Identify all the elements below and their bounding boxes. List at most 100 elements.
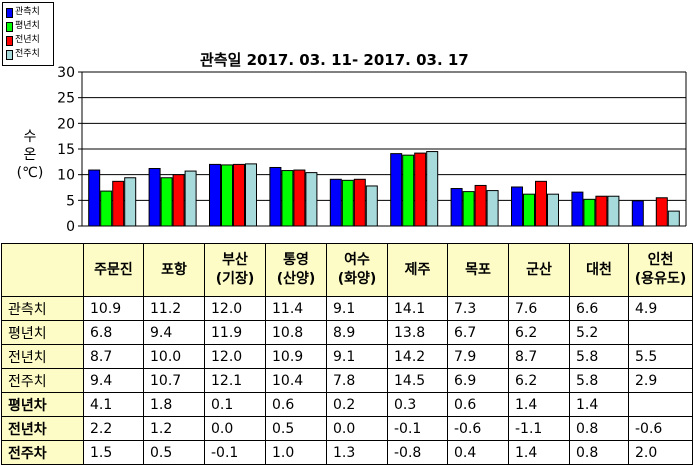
bar <box>607 195 620 227</box>
bar <box>172 174 185 227</box>
y-tick-label: 0 <box>66 219 75 235</box>
table-cell: 0.8 <box>569 440 629 465</box>
column-header: 목포 <box>447 243 509 297</box>
bar <box>281 170 294 227</box>
table-cell: 14.2 <box>387 344 448 369</box>
bar <box>124 177 137 227</box>
bar <box>365 185 378 227</box>
table-cell: 1.3 <box>326 440 388 465</box>
y-tick-label: 30 <box>57 65 75 81</box>
table-cell: 1.2 <box>143 416 205 441</box>
table-row: 전주차 1.5 0.5 -0.1 1.0 1.3 -0.8 0.4 1.4 0.8 2.0 <box>1 440 693 465</box>
table-cell: 7.3 <box>447 296 509 321</box>
table-cell: 0.6 <box>447 392 509 417</box>
bar <box>88 169 101 227</box>
table-cell: 8.9 <box>326 320 388 345</box>
bar <box>523 193 535 227</box>
table-cell: 10.4 <box>265 368 327 393</box>
table-cell: -1.1 <box>508 416 570 441</box>
bar <box>209 163 221 227</box>
bar <box>293 169 306 227</box>
table-cell: 5.2 <box>569 320 629 345</box>
bar <box>160 177 173 227</box>
table-cell: 0.0 <box>204 416 266 441</box>
table-cell: 9.1 <box>326 296 388 321</box>
legend-swatch <box>6 35 13 46</box>
table-cell: 0.0 <box>326 416 388 441</box>
bar <box>474 184 487 227</box>
table-cell: 6.8 <box>83 320 144 345</box>
column-header: 주문진 <box>83 243 144 297</box>
table-row: 전주치 9.4 10.7 12.1 10.4 7.8 14.5 6.9 6.2 5.8 2.9 <box>1 368 693 393</box>
table-cell: 0.3 <box>387 392 448 417</box>
table-cell: 1.4 <box>508 392 570 417</box>
bar <box>341 179 354 227</box>
row-label: 전년치 <box>1 344 84 369</box>
table-cell: 12.0 <box>204 296 266 321</box>
table-cell <box>628 320 693 345</box>
row-label: 평년차 <box>1 392 84 417</box>
bar <box>535 180 547 227</box>
bar <box>655 197 668 227</box>
bar <box>184 170 197 227</box>
column-header: 군산 <box>508 243 570 297</box>
bar <box>486 190 499 227</box>
table-cell: 10.8 <box>265 320 327 345</box>
bar <box>245 163 257 227</box>
legend-label: 관측치 <box>15 7 40 17</box>
y-axis-label-line: 수 <box>23 129 37 145</box>
table-cell: 5.8 <box>569 368 629 393</box>
chart-title: 관측일 2017. 03. 11- 2017. 03. 17 <box>200 51 469 69</box>
legend: 관측치 평년치 전년치 전주치 <box>2 2 54 66</box>
table-cell: 8.7 <box>508 344 570 369</box>
bar <box>233 163 245 227</box>
column-header: 부산 (기장) <box>204 243 266 297</box>
table-cell: 0.1 <box>204 392 266 417</box>
table-cell: 6.6 <box>569 296 629 321</box>
table-cell: 4.9 <box>628 296 693 321</box>
row-label: 전주치 <box>1 368 84 393</box>
table-cell: 8.7 <box>83 344 144 369</box>
table-cell: 4.1 <box>83 392 144 417</box>
table-cell: 9.1 <box>326 344 388 369</box>
table-cell: 9.4 <box>143 320 205 345</box>
table-cell: 7.6 <box>508 296 570 321</box>
bar <box>667 210 680 227</box>
bar <box>426 151 439 227</box>
bar <box>511 186 523 227</box>
table-cell: 14.5 <box>387 368 448 393</box>
row-label: 전주차 <box>1 440 84 465</box>
y-tick-label: 25 <box>57 91 75 107</box>
row-label: 전년차 <box>1 416 84 441</box>
table-cell: 6.2 <box>508 368 570 393</box>
table-cell: 0.8 <box>569 416 629 441</box>
table-cell: 6.2 <box>508 320 570 345</box>
bar <box>269 166 282 227</box>
bar <box>450 188 463 227</box>
table-cell: 2.0 <box>628 440 693 465</box>
bar <box>595 195 608 227</box>
table-row: 전년치 8.7 10.0 12.0 10.9 9.1 14.2 7.9 8.7 5.8 5.5 <box>1 344 693 369</box>
table-cell: 0.6 <box>265 392 327 417</box>
y-axis-label: 수 온 (℃) <box>16 128 44 182</box>
table-cell: 2.2 <box>83 416 144 441</box>
legend-swatch <box>6 21 13 32</box>
table-cell <box>628 392 693 417</box>
legend-swatch <box>6 7 13 18</box>
table-cell: 13.8 <box>387 320 448 345</box>
bar <box>402 154 415 227</box>
bar <box>571 191 584 227</box>
table-cell: -0.6 <box>447 416 509 441</box>
table-cell: 0.2 <box>326 392 388 417</box>
bar <box>329 178 342 227</box>
table-cell: 1.0 <box>265 440 327 465</box>
bar <box>547 193 559 227</box>
legend-item: 전주치 <box>6 48 40 61</box>
table-cell: 14.1 <box>387 296 448 321</box>
bar <box>100 190 113 227</box>
table-cell: 0.4 <box>447 440 509 465</box>
table-cell: 5.5 <box>628 344 693 369</box>
table-cell: 12.1 <box>204 368 266 393</box>
table-cell: 1.5 <box>83 440 144 465</box>
table-cell: 0.5 <box>143 440 205 465</box>
